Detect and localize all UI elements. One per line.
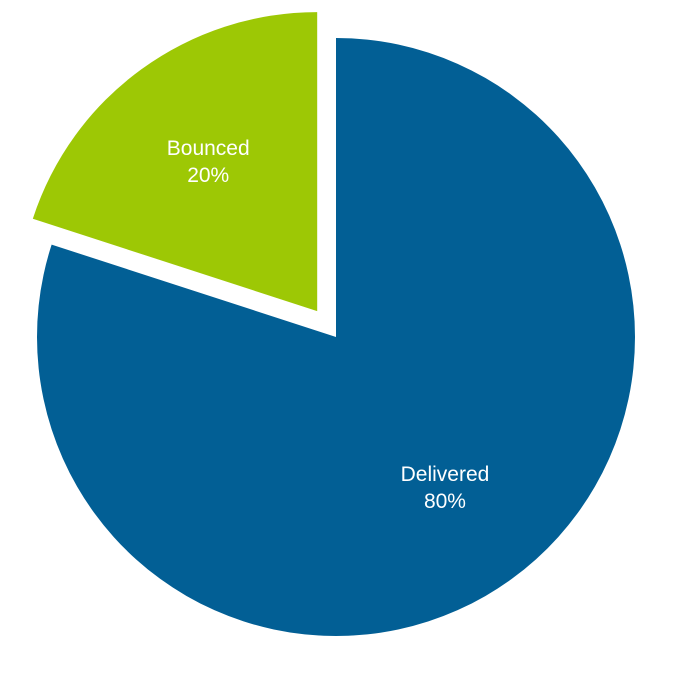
pie-slice-delivered xyxy=(36,38,635,636)
slice-label-bounced: Bounced xyxy=(167,137,250,160)
slice-value-bounced: 20% xyxy=(187,164,229,187)
slice-value-delivered: 80% xyxy=(424,490,466,513)
pie-slice-bounced xyxy=(32,12,318,312)
slice-label-delivered: Delivered xyxy=(401,463,490,486)
slices-layer xyxy=(32,12,635,636)
labels-layer: Delivered 80% Bounced 20% xyxy=(167,137,490,513)
